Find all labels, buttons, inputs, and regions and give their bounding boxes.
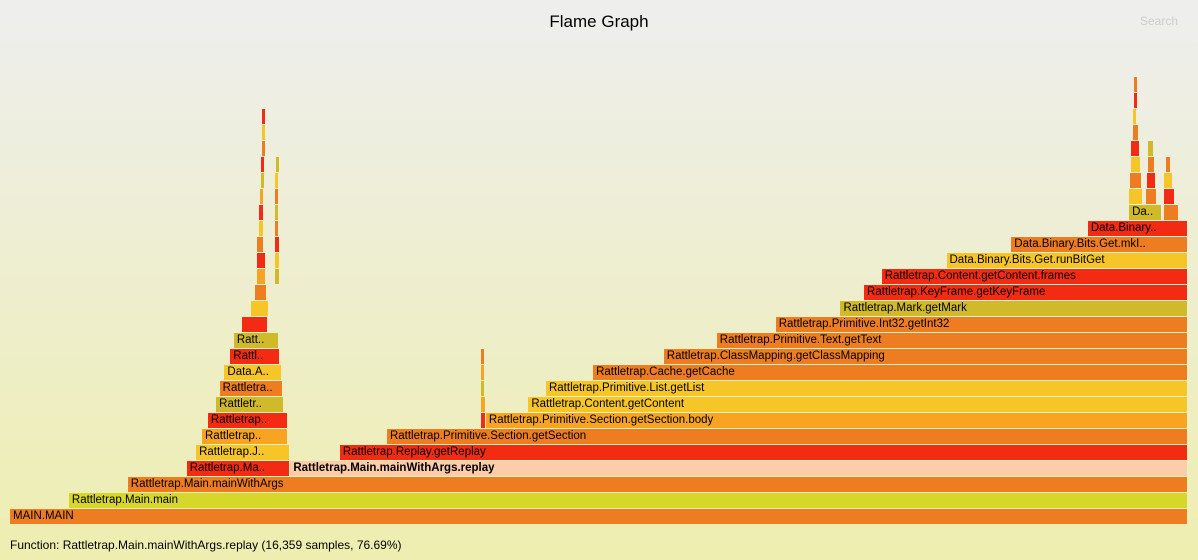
flame-frame[interactable] [275, 173, 278, 188]
flame-frame[interactable]: Rattletrap.Primitive.Section.getSection [387, 429, 1187, 444]
flame-frame[interactable] [481, 365, 484, 380]
flame-frame[interactable] [275, 237, 279, 252]
flame-frame[interactable]: Da.. [1129, 205, 1161, 220]
flame-frame[interactable] [275, 205, 278, 220]
flame-frame[interactable] [257, 269, 264, 284]
flame-frame[interactable] [275, 221, 278, 236]
search-button[interactable]: Search [1140, 14, 1178, 28]
flame-frame[interactable] [275, 253, 279, 268]
flame-frame[interactable]: Rattletrap.Primitive.Int32.getInt32 [776, 317, 1187, 332]
flame-frame[interactable] [275, 189, 278, 204]
flame-frame[interactable]: Rattletrap.Main.main [69, 493, 1187, 508]
flame-frame[interactable]: Rattletra.. [220, 381, 283, 396]
flame-frame[interactable] [260, 189, 264, 204]
flame-frame[interactable]: Rattletrap.. [202, 429, 287, 444]
flame-frame[interactable]: Rattletr.. [216, 397, 283, 412]
flame-frame[interactable]: Data.A.. [224, 365, 281, 380]
flame-frame[interactable]: Rattletrap.Content.getContent.frames [882, 269, 1187, 284]
flame-frame[interactable] [262, 141, 265, 156]
flame-frame[interactable] [481, 381, 484, 396]
flame-frame[interactable] [255, 285, 266, 300]
flame-frame[interactable] [1131, 141, 1138, 156]
flame-frame[interactable]: Rattletrap.Primitive.Text.getText [717, 333, 1187, 348]
flame-frame[interactable]: Data.Binary.. [1088, 221, 1187, 236]
flame-frame[interactable] [259, 205, 264, 220]
flame-frame[interactable] [276, 157, 279, 172]
flame-frame[interactable] [1130, 173, 1141, 188]
flame-frame[interactable] [1164, 189, 1174, 204]
flame-frame[interactable]: Rattletrap.Primitive.Section.getSection.… [486, 413, 1187, 428]
flame-frame[interactable] [1164, 173, 1171, 188]
flame-frame[interactable] [261, 157, 264, 172]
flame-frame[interactable] [1148, 141, 1153, 156]
flame-frame[interactable] [481, 413, 485, 428]
flame-frame[interactable]: Ratt.. [234, 333, 278, 348]
flame-frame[interactable]: Rattletrap.J.. [196, 445, 289, 460]
flame-frame[interactable] [259, 221, 264, 236]
flame-frame[interactable]: Rattletrap.KeyFrame.getKeyFrame [864, 285, 1187, 300]
flame-frame[interactable] [261, 173, 264, 188]
flame-frame[interactable] [1166, 157, 1171, 172]
flame-frame[interactable]: Data.Binary.Bits.Get.mkI.. [1011, 237, 1187, 252]
flame-frame[interactable] [1133, 109, 1137, 124]
flame-frame[interactable]: Rattletrap.Content.getContent [528, 397, 1187, 412]
flame-frame[interactable] [257, 237, 263, 252]
flame-frame[interactable]: Rattletrap.Replay.getReplay [340, 445, 1187, 460]
flame-frame[interactable]: Rattletrap.. [208, 413, 287, 428]
chart-title: Flame Graph [0, 12, 1198, 32]
flame-frame[interactable]: Rattletrap.Main.mainWithArgs [128, 477, 1187, 492]
flame-frame[interactable]: Rattletrap.ClassMapping.getClassMapping [664, 349, 1187, 364]
flame-frame[interactable]: Rattletrap.Cache.getCache [593, 365, 1187, 380]
flame-frame[interactable]: Rattl.. [230, 349, 278, 364]
flame-frame[interactable] [1129, 189, 1142, 204]
flame-frame[interactable]: Rattletrap.Main.mainWithArgs.replay [290, 461, 1187, 476]
flame-frame[interactable] [1148, 157, 1154, 172]
flame-frame[interactable]: Data.Binary.Bits.Get.runBitGet [947, 253, 1187, 268]
flame-frame[interactable] [481, 349, 484, 364]
flame-frame[interactable]: MAIN.MAIN [10, 509, 1187, 524]
flame-frame[interactable] [262, 125, 265, 140]
flame-frame[interactable]: Rattletrap.Primitive.List.getList [546, 381, 1187, 396]
flame-frame[interactable] [251, 301, 268, 316]
flame-frame[interactable] [275, 269, 279, 284]
flame-frame[interactable]: Rattletrap.Ma.. [187, 461, 290, 476]
flame-frame[interactable] [481, 397, 485, 412]
flame-frame[interactable] [1134, 93, 1137, 108]
flame-frame[interactable] [1164, 205, 1177, 220]
flame-frame[interactable]: Rattletrap.Mark.getMark [840, 301, 1187, 316]
status-line: Function: Rattletrap.Main.mainWithArgs.r… [10, 538, 402, 552]
flame-frame[interactable] [1133, 125, 1138, 140]
flame-frame[interactable] [1131, 157, 1139, 172]
flame-frame[interactable] [262, 109, 265, 124]
flame-frame[interactable] [1134, 77, 1137, 92]
flame-frame[interactable] [242, 317, 267, 332]
flame-frame[interactable] [1146, 189, 1157, 204]
flame-frame[interactable] [1147, 173, 1155, 188]
flame-chart-area: MAIN.MAINRattletrap.Main.mainRattletrap.… [10, 34, 1188, 524]
flame-frame[interactable] [257, 253, 264, 268]
